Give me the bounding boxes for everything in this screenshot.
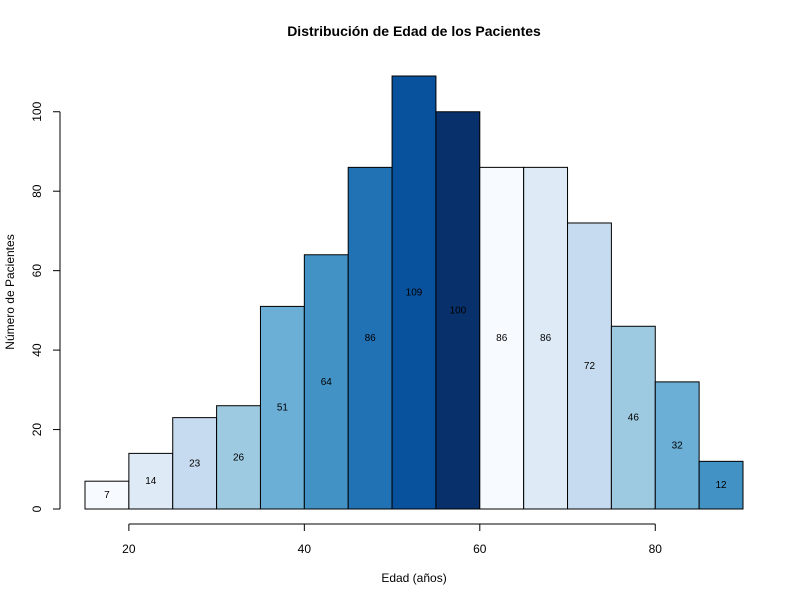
data-label-12: 46 [628,413,640,424]
data-label-13: 32 [672,440,684,451]
bar-9 [479,166,525,510]
y-tick-label-5: 100 [30,101,44,121]
data-label-4: 51 [277,403,289,414]
bar-2 [172,417,218,510]
bar-6 [347,166,393,510]
y-tick-label-4: 80 [30,184,44,198]
data-label-11: 72 [584,361,596,372]
x-axis-label: Edad (años) [381,571,446,585]
data-label-14: 12 [716,480,728,491]
data-label-7: 109 [406,288,423,299]
bar-1 [128,452,174,510]
data-label-9: 86 [496,333,508,344]
x-tick-label-0: 20 [122,542,136,556]
data-label-1: 14 [145,476,157,487]
data-label-5: 64 [321,377,333,388]
bar-12 [610,325,656,510]
y-axis: 0 20 40 60 80 100 [30,101,61,512]
data-label-8: 100 [450,305,467,316]
data-label-6: 86 [365,333,377,344]
y-axis-label: Número de Pacientes [3,234,17,349]
y-tick-label-0: 0 [30,505,44,512]
bar-13 [654,381,700,510]
data-labels-group: 7 14 23 26 51 64 86 109 100 86 86 72 46 32 12 [104,288,727,502]
data-label-2: 23 [189,458,201,469]
bar-4 [259,305,305,510]
bar-8 [435,111,481,510]
chart-title: Distribución de Edad de los Pacientes [287,23,541,39]
bar-7 [391,75,437,510]
x-tick-label-2: 60 [473,542,487,556]
bars-group [84,75,744,510]
x-axis: 20 40 60 80 [122,523,663,556]
bar-0 [84,480,130,510]
y-tick-label-3: 60 [30,264,44,278]
data-label-3: 26 [233,452,245,463]
y-tick-label-1: 20 [30,423,44,437]
data-label-10: 86 [540,333,552,344]
y-tick-label-2: 40 [30,343,44,357]
bar-5 [303,254,349,510]
x-tick-label-3: 80 [649,542,663,556]
x-tick-label-1: 40 [298,542,312,556]
data-label-0: 7 [104,490,110,501]
bar-11 [567,222,612,510]
bar-14 [698,460,744,510]
